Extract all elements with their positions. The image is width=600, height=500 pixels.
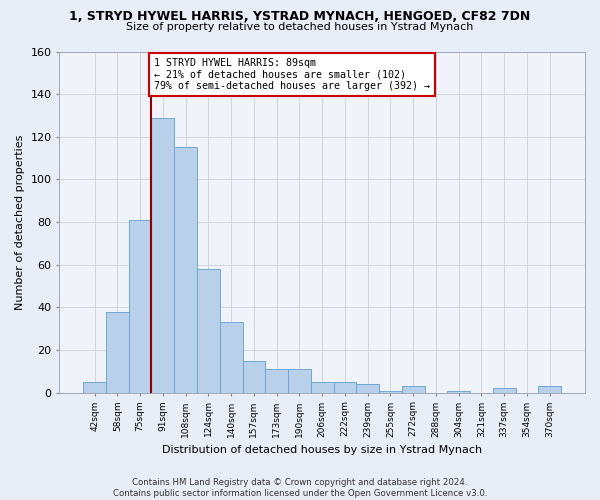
Bar bbox=[265, 369, 288, 392]
Bar bbox=[448, 390, 470, 392]
Bar bbox=[129, 220, 151, 392]
Bar bbox=[83, 382, 106, 392]
Text: 1, STRYD HYWEL HARRIS, YSTRAD MYNACH, HENGOED, CF82 7DN: 1, STRYD HYWEL HARRIS, YSTRAD MYNACH, HE… bbox=[70, 10, 530, 23]
Bar bbox=[197, 269, 220, 392]
Bar bbox=[538, 386, 561, 392]
Bar bbox=[288, 369, 311, 392]
Bar bbox=[174, 148, 197, 392]
Bar bbox=[151, 118, 174, 392]
X-axis label: Distribution of detached houses by size in Ystrad Mynach: Distribution of detached houses by size … bbox=[162, 445, 482, 455]
Text: 1 STRYD HYWEL HARRIS: 89sqm
← 21% of detached houses are smaller (102)
79% of se: 1 STRYD HYWEL HARRIS: 89sqm ← 21% of det… bbox=[154, 58, 430, 91]
Text: Contains HM Land Registry data © Crown copyright and database right 2024.
Contai: Contains HM Land Registry data © Crown c… bbox=[113, 478, 487, 498]
Bar bbox=[493, 388, 515, 392]
Bar bbox=[106, 312, 129, 392]
Y-axis label: Number of detached properties: Number of detached properties bbox=[15, 134, 25, 310]
Bar bbox=[311, 382, 334, 392]
Bar bbox=[356, 384, 379, 392]
Text: Size of property relative to detached houses in Ystrad Mynach: Size of property relative to detached ho… bbox=[127, 22, 473, 32]
Bar bbox=[402, 386, 425, 392]
Bar bbox=[334, 382, 356, 392]
Bar bbox=[242, 360, 265, 392]
Bar bbox=[379, 390, 402, 392]
Bar bbox=[220, 322, 242, 392]
